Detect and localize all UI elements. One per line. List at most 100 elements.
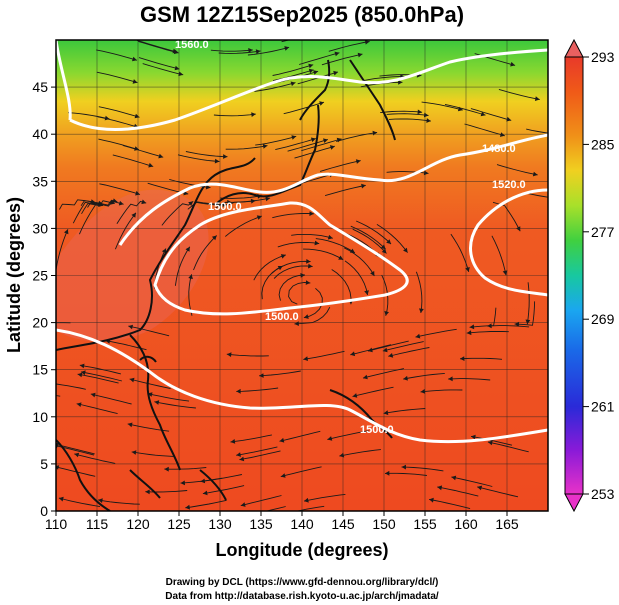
streamline-arrow [364,290,369,295]
streamline [87,200,124,208]
streamline-arrow [250,198,256,204]
streamline-arrow [465,267,470,272]
streamline-arrow [154,400,160,405]
streamline [74,453,116,464]
contour-labels: 1560.0 1500.0 1500.0 1480.0 1520.0 1500.… [175,40,526,436]
streamline [154,401,196,409]
streamline [429,498,471,510]
streamline-arrow [308,68,314,74]
streamline [477,486,519,498]
streamline [275,138,316,151]
streamline [236,387,279,392]
streamline-arrow [388,353,394,358]
streamline-arrow [514,321,520,327]
streamline [145,490,188,493]
streamline-arrow [350,351,356,357]
streamline [367,340,409,352]
streamline-arrow [279,437,285,443]
streamline-arrow [319,101,324,106]
streamline [185,151,228,158]
streamline-arrow [161,248,167,254]
y-tick-label: 5 [40,456,48,472]
streamline [96,49,138,61]
streamline [98,499,140,505]
streamline-arrow [310,137,316,143]
streamline-arrow [239,456,245,462]
streamline [96,71,138,84]
streamline-arrow [173,49,179,55]
coastlines [56,59,396,511]
streamline [191,201,232,207]
streamline-arrow [188,201,194,206]
streamline [339,449,381,457]
streamline [56,383,86,390]
streamline [273,265,313,279]
streamline-arrow [180,480,185,486]
streamline-arrow [361,183,366,189]
streamline [382,341,424,352]
streamline [526,282,530,325]
streamline-arrow [426,118,431,123]
colorbar-ticks: 253 261 269 277 285 293 [583,49,615,502]
streamline-arrow [265,196,271,202]
streamline [58,497,101,508]
streamline-arrow [223,154,228,159]
streamline-arrow [385,470,390,476]
streamline-arrow [466,330,472,336]
streamline [352,228,387,254]
streamline [272,64,314,76]
x-tick-label: 160 [454,516,478,532]
streamline [401,466,444,472]
streamline [79,364,122,375]
streamline-arrow [502,270,508,276]
x-tick-label: 155 [413,516,437,532]
streamline [226,353,269,357]
streamline [283,101,325,115]
streamline [202,485,245,495]
streamline [464,123,505,137]
streamline-arrow [383,410,389,416]
streamline-arrow [77,372,83,378]
streamline-arrow [313,70,319,75]
streamline [362,368,404,379]
streamline-arrow [370,271,375,276]
x-tick-label: 165 [495,516,519,532]
streamline [225,215,262,237]
colorbar-tick-label: 293 [591,49,615,65]
colorbar-bottom-arrow [564,493,584,513]
streamline [131,451,174,457]
streamline [253,254,286,281]
streamline-arrow [333,70,338,76]
streamline [343,247,375,277]
streamline-arrow [284,46,290,51]
streamline-arrow [510,61,516,67]
colorbar: 253 261 269 277 285 293 [564,38,615,513]
streamline [72,201,104,224]
colorbar-tick-label: 285 [591,136,615,152]
streamline-arrow [76,402,82,407]
streamline-arrow [469,324,475,330]
streamline-arrow [401,464,406,470]
streamline [450,233,470,273]
streamline [272,213,314,219]
streamline [525,192,548,198]
streamline-arrow [248,48,253,53]
colorbar-tick-label: 277 [591,224,615,240]
colorbar-gradient [564,56,584,495]
streamline [112,154,154,167]
y-tick-label: 0 [40,503,48,519]
streamline [97,116,139,128]
streamline-arrow [291,135,297,140]
streamline [56,229,69,270]
streamline [388,347,430,357]
x-tick-label: 135 [249,516,273,532]
streamline-arrow [363,374,368,380]
streamline [291,233,333,239]
streamline [147,393,190,402]
streamline [177,154,220,162]
streamline-arrow [214,158,220,164]
streamline [136,40,178,53]
streamline-arrow [90,392,96,398]
streamline [315,238,356,254]
streamline-arrow [309,211,314,216]
